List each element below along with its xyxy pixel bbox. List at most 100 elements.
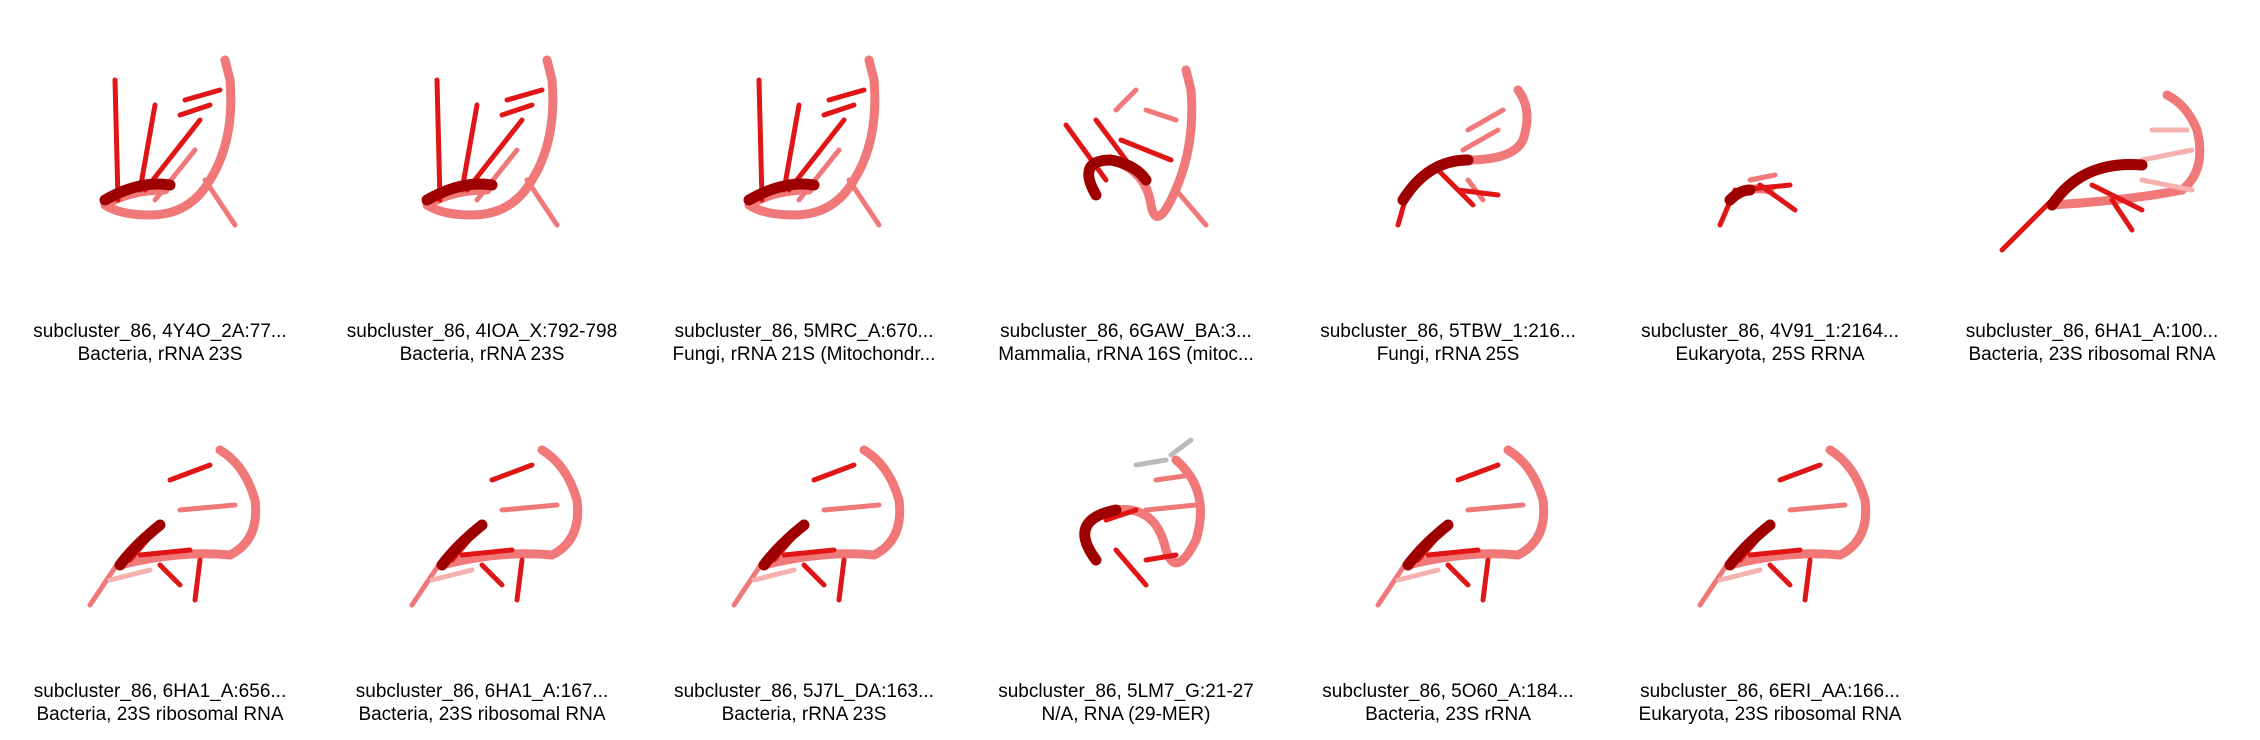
rna-structure-image bbox=[1063, 65, 1209, 228]
structure-id: subcluster_86, 6HA1_A:100... bbox=[1965, 321, 2219, 342]
structure-caption: subcluster_86, 6GAW_BA:3... Mammalia, rRN… bbox=[966, 320, 1286, 366]
structure-organism: Eukaryota, 25S RRNA bbox=[1675, 344, 1865, 365]
base-stick bbox=[1445, 562, 1471, 588]
rna-structure-image bbox=[421, 55, 560, 228]
base-stick bbox=[1480, 557, 1491, 603]
base-stick bbox=[479, 562, 505, 588]
base-stick bbox=[409, 557, 445, 608]
structure-card: subcluster_86, 4IOA_X:792-798 Bacteria, r… bbox=[322, 0, 642, 365]
base-stick bbox=[1143, 107, 1179, 123]
structure-organism: N/A, RNA (29-MER) bbox=[1041, 704, 1211, 725]
structure-caption: subcluster_86, 5O60_A:184... Bacteria, 23… bbox=[1288, 680, 1608, 726]
structure-id: subcluster_86, 6ERI_AA:166... bbox=[1640, 681, 1900, 702]
base-stick bbox=[459, 547, 515, 558]
base-stick bbox=[1153, 472, 1194, 483]
structure-id: subcluster_86, 5J7L_DA:163... bbox=[674, 681, 934, 702]
structure-organism: Fungi, rRNA 25S bbox=[1376, 344, 1520, 365]
base-stick bbox=[499, 102, 535, 118]
structure-card: subcluster_86, 5LM7_G:21-27 N/A, RNA (29-… bbox=[966, 360, 1286, 725]
structure-id: subcluster_86, 5O60_A:184... bbox=[1322, 681, 1574, 702]
base-stick bbox=[751, 567, 797, 583]
backbone-5prime bbox=[1724, 519, 1776, 571]
base-stick bbox=[182, 87, 223, 103]
base-stick bbox=[1777, 462, 1823, 483]
rna-structure-image bbox=[409, 445, 583, 608]
structure-caption: subcluster_86, 6HA1_A:100... Bacteria, 23… bbox=[1932, 320, 2252, 366]
backbone-5prime bbox=[1402, 519, 1454, 571]
base-stick bbox=[464, 117, 525, 193]
base-stick bbox=[801, 562, 827, 588]
base-stick bbox=[1999, 197, 2055, 253]
base-stick bbox=[1455, 187, 1501, 198]
base-stick bbox=[429, 567, 475, 583]
base-stick bbox=[1425, 547, 1481, 558]
base-stick bbox=[1103, 507, 1139, 523]
structure-caption: subcluster_86, 4V91_1:2164... Eukaryota, … bbox=[1610, 320, 1930, 366]
backbone-5prime bbox=[99, 178, 176, 206]
backbone bbox=[1084, 65, 1197, 221]
base-stick bbox=[459, 102, 480, 193]
base-stick bbox=[137, 102, 158, 193]
rna-structure-image bbox=[1395, 85, 1532, 228]
base-stick bbox=[1133, 457, 1169, 468]
structure-card: subcluster_86, 5TBW_1:216... Fungi, rRNA … bbox=[1288, 0, 1608, 365]
base-stick bbox=[1465, 502, 1526, 513]
base-stick bbox=[1395, 567, 1441, 583]
rna-structure-image bbox=[1375, 445, 1549, 608]
base-stick bbox=[192, 557, 203, 603]
base-stick bbox=[87, 557, 123, 608]
backbone-5prime bbox=[114, 519, 166, 571]
rna-structure-image bbox=[1999, 90, 2205, 253]
structure-organism: Fungi, rRNA 21S (Mitochondr... bbox=[672, 344, 936, 365]
backbone-5prime bbox=[421, 178, 498, 206]
base-stick bbox=[821, 502, 882, 513]
structure-card: subcluster_86, 6GAW_BA:3... Mammalia, rRN… bbox=[966, 0, 1286, 365]
structure-card: subcluster_86, 5MRC_A:670... Fungi, rRNA … bbox=[644, 0, 964, 365]
structure-organism: Bacteria, 23S ribosomal RNA bbox=[36, 704, 284, 725]
base-stick bbox=[1168, 437, 1194, 458]
structure-card: subcluster_86, 6ERI_AA:166... Eukaryota, … bbox=[1610, 360, 1930, 725]
backbone bbox=[115, 445, 261, 570]
base-stick bbox=[811, 462, 857, 483]
backbone-5prime bbox=[758, 519, 810, 571]
structure-caption: subcluster_86, 4IOA_X:792-798 Bacteria, r… bbox=[322, 320, 642, 366]
base-stick bbox=[504, 87, 545, 103]
structure-organism: Bacteria, 23S ribosomal RNA bbox=[1968, 344, 2216, 365]
base-stick bbox=[1118, 137, 1174, 163]
structure-id: subcluster_86, 5TBW_1:216... bbox=[1320, 321, 1576, 342]
base-stick bbox=[157, 562, 183, 588]
structure-caption: subcluster_86, 5TBW_1:216... Fungi, rRNA … bbox=[1288, 320, 1608, 366]
base-stick bbox=[1113, 547, 1149, 588]
structure-organism: Bacteria, rRNA 23S bbox=[721, 704, 887, 725]
base-stick bbox=[474, 147, 520, 203]
structure-card: subcluster_86, 6HA1_A:167... Bacteria, 23… bbox=[322, 360, 642, 725]
structure-id: subcluster_86, 4IOA_X:792-798 bbox=[346, 321, 618, 342]
backbone-5prime bbox=[743, 178, 820, 206]
structure-caption: subcluster_86, 4Y4O_2A:77... Bacteria, rR… bbox=[0, 320, 320, 366]
base-stick bbox=[202, 177, 238, 228]
base-stick bbox=[2089, 182, 2145, 213]
base-stick bbox=[2139, 147, 2195, 163]
structure-id: subcluster_86, 6GAW_BA:3... bbox=[1000, 321, 1252, 342]
base-stick bbox=[1465, 107, 1506, 133]
base-stick bbox=[1460, 127, 1501, 153]
base-stick bbox=[167, 462, 213, 483]
rna-structure-image bbox=[1697, 445, 1871, 608]
backbone-5prime bbox=[1079, 504, 1122, 566]
base-stick bbox=[489, 462, 535, 483]
base-stick bbox=[1435, 167, 1476, 208]
base-stick bbox=[152, 147, 198, 203]
base-stick bbox=[524, 177, 560, 228]
base-stick bbox=[1143, 552, 1179, 563]
base-stick bbox=[177, 102, 213, 118]
base-stick bbox=[1747, 172, 1778, 183]
base-stick bbox=[796, 147, 842, 203]
base-stick bbox=[846, 177, 882, 228]
base-stick bbox=[1757, 182, 1798, 213]
backbone bbox=[759, 445, 905, 570]
backbone-5prime bbox=[1083, 154, 1152, 201]
structure-id: subcluster_86, 6HA1_A:167... bbox=[355, 681, 609, 702]
base-stick bbox=[2109, 197, 2135, 233]
structure-id: subcluster_86, 4V91_1:2164... bbox=[1641, 321, 1899, 342]
base-stick bbox=[1173, 187, 1209, 228]
